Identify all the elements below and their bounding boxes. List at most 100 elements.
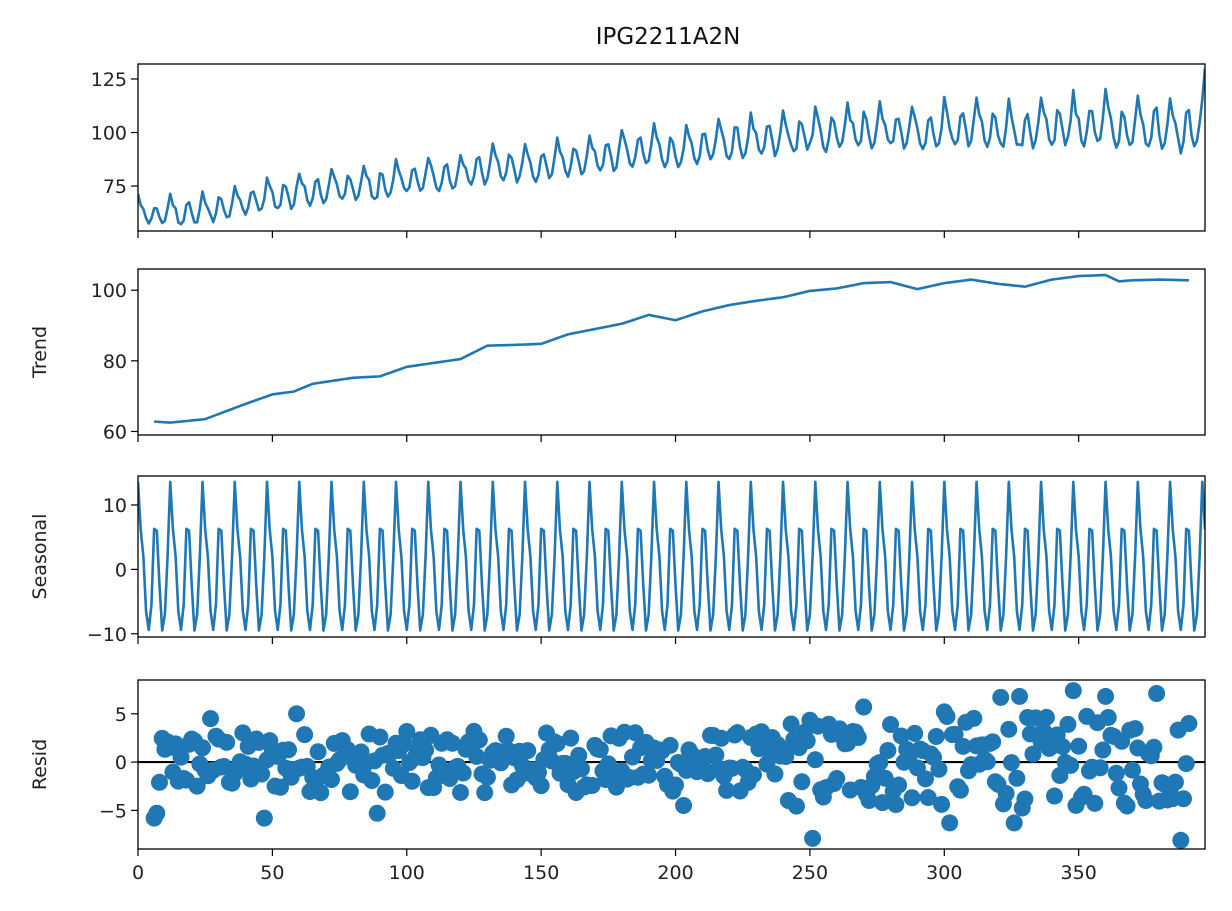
resid-point (167, 735, 185, 753)
x-tick-label: 350 (1061, 862, 1097, 884)
y-tick-label: −10 (87, 624, 127, 646)
y-tick-label: 60 (103, 421, 127, 443)
resid-point (707, 746, 725, 764)
resid-point (519, 742, 537, 760)
resid-point (1008, 769, 1026, 787)
resid-point (1118, 797, 1136, 815)
resid-point (892, 727, 910, 745)
resid-point (997, 784, 1015, 802)
resid-point (591, 741, 609, 759)
x-tick-label: 300 (926, 862, 962, 884)
x-tick-label: 150 (523, 862, 559, 884)
resid-point (806, 751, 824, 769)
resid-point (728, 724, 746, 742)
axes-frame (137, 63, 1206, 232)
resid-point (1062, 756, 1080, 774)
x-tick-label: 50 (260, 862, 284, 884)
resid-point (1177, 755, 1195, 773)
resid-point (398, 722, 416, 740)
resid-point (253, 765, 271, 783)
y-tick-label: 0 (115, 752, 127, 774)
resid-point (887, 796, 905, 814)
resid-point (417, 741, 435, 759)
resid-point (296, 726, 314, 744)
resid-point (787, 797, 805, 815)
resid-point (1126, 720, 1144, 738)
resid-point (930, 760, 948, 778)
resid-point (452, 783, 470, 801)
series-line-observed (138, 68, 1205, 226)
resid-point (882, 715, 900, 733)
resid-point (1054, 738, 1072, 756)
resid-point (562, 729, 580, 747)
resid-point (363, 772, 381, 790)
resid-point (1011, 687, 1029, 705)
resid-point (855, 698, 873, 716)
axes-frame (137, 475, 1206, 638)
resid-point (1099, 708, 1117, 726)
resid-point (468, 747, 486, 765)
resid-point (849, 729, 867, 747)
resid-point (890, 776, 908, 794)
resid-point (1180, 715, 1198, 732)
resid-point (443, 734, 461, 752)
x-tick-label: 0 (132, 862, 144, 884)
panel-seasonal: −10 0 10 Seasonal (29, 475, 1206, 646)
resid-point (1002, 754, 1020, 772)
y-axis-label: Resid (29, 739, 51, 790)
resid-point (804, 829, 822, 847)
resid-point (1123, 761, 1141, 779)
axes-frame (137, 268, 1206, 436)
resid-point (938, 708, 956, 726)
series-line-trend (154, 273, 1189, 424)
resid-point (194, 739, 211, 757)
y-tick-label: 100 (91, 123, 127, 145)
resid-point (1107, 764, 1125, 782)
resid-point (946, 725, 964, 743)
y-tick-label: 125 (91, 69, 127, 91)
resid-point (798, 732, 816, 750)
resid-point (476, 784, 494, 802)
resid-point (1110, 779, 1128, 797)
resid-point (548, 735, 566, 753)
resid-point (992, 688, 1010, 706)
resid-point (978, 753, 996, 771)
resid-point (172, 748, 190, 766)
plot-area (138, 480, 1205, 632)
resid-point (871, 754, 889, 772)
resid-point (1045, 787, 1063, 805)
resid-point (860, 792, 878, 810)
resid-point (1005, 814, 1023, 832)
resid-point (341, 783, 359, 801)
resid-point (766, 765, 784, 783)
resid-point (919, 789, 937, 807)
resid-point (1000, 720, 1018, 738)
resid-point (1091, 759, 1109, 777)
resid-point (280, 741, 298, 759)
resid-point (1172, 831, 1190, 849)
axes-frame (137, 679, 1206, 850)
x-tick-label: 250 (792, 862, 828, 884)
y-axis-label: Seasonal (29, 514, 51, 600)
resid-point (309, 743, 327, 761)
y-tick-label: 10 (103, 495, 127, 517)
resid-point (234, 724, 252, 742)
resid-point (1037, 708, 1055, 726)
resid-point (640, 766, 658, 784)
resid-point (454, 764, 472, 782)
resid-point (793, 773, 811, 791)
resid-point (965, 709, 983, 727)
resid-point (497, 727, 515, 745)
resid-point (288, 705, 306, 723)
resid-point (570, 746, 588, 764)
resid-point (1035, 722, 1053, 740)
resid-point (529, 764, 547, 782)
resid-point (667, 776, 685, 794)
y-tick-label: 0 (115, 559, 127, 581)
resid-point (312, 784, 330, 802)
y-tick-label: 75 (103, 176, 127, 198)
resid-point (876, 769, 894, 787)
